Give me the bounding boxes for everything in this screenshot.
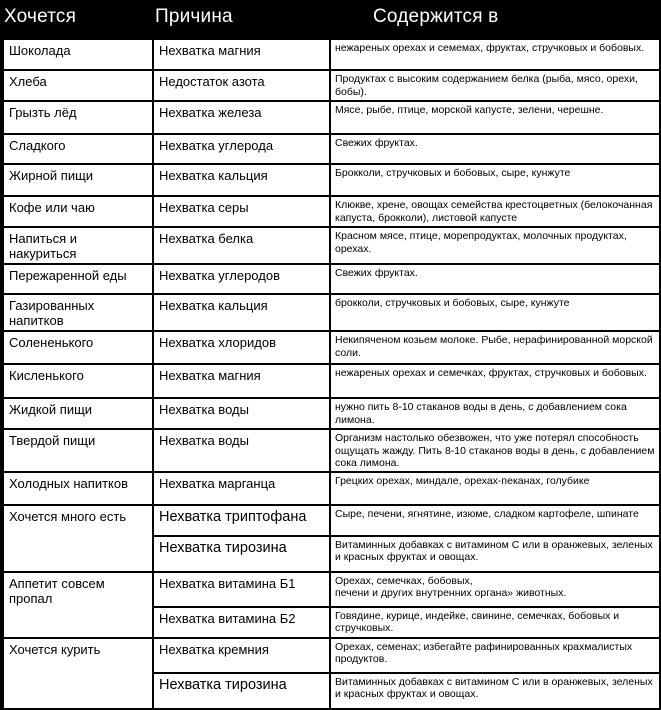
table-row: Холодных напитков Нехватка марганца Грец… xyxy=(2,470,661,506)
table-row: Жирной пищи Нехватка кальция Брокколи, с… xyxy=(2,163,661,197)
craving-cell: Кисленького xyxy=(2,363,154,399)
cravings-table: Шоколада Нехватка магния нежареных ореха… xyxy=(2,38,661,710)
contains-cell: нежареных орехах и семечках, фруктах, ст… xyxy=(329,363,661,399)
contains-cell: Организм настолько обезвожен, что уже по… xyxy=(329,428,661,473)
contains-cell: Говядине, курице, индейке, свинине, семе… xyxy=(329,605,661,639)
table-row: Пережаренной еды Нехватка углеродов Свеж… xyxy=(2,263,661,295)
table-row: Нехватка витамина Б2 Говядине, курице, и… xyxy=(3,605,661,639)
craving-cell: Кофе или чаю xyxy=(2,195,154,228)
craving-cell: Жидкой пищи xyxy=(2,397,154,430)
table-row: Шоколада Нехватка магния нежареных ореха… xyxy=(2,38,661,71)
contains-cell: нужно пить 8-10 стаканов воды в день, с … xyxy=(329,397,661,430)
contains-cell: Мясе, рыбе, птице, морской капусте, зеле… xyxy=(329,100,661,135)
table-row: Солененького Нехватка хлоридов Некипячен… xyxy=(2,330,661,365)
cause-cell: Нехватка магния xyxy=(152,38,331,71)
cause-cell: Нехватка серы xyxy=(152,195,331,228)
cause-cell: Нехватка углеродов xyxy=(152,263,331,295)
cause-cell: Нехватка белка xyxy=(152,226,331,265)
cause-cell: Нехватка углерода xyxy=(152,133,331,165)
contains-cell: Сыре, печени, ягнятине, изюме, сладком к… xyxy=(329,503,661,537)
contains-cell: Витаминных добавках с витамином С или в … xyxy=(329,534,661,573)
craving-cell: Сладкого xyxy=(2,133,154,165)
cause-cell: Нехватка кальция xyxy=(152,163,331,197)
table-row: Кисленького Нехватка магния нежареных ор… xyxy=(2,363,661,399)
contains-cell: Свежих фруктах. xyxy=(329,263,661,295)
craving-cell: Твердой пищи xyxy=(2,428,154,473)
contains-cell: Красном мясе, птице, морепродуктах, моло… xyxy=(329,226,661,265)
contains-cell: Клюкве, хрене, овощах семейства крестоцв… xyxy=(329,195,661,228)
table-row: Хочется много есть Нехватка триптофана С… xyxy=(2,503,661,573)
cause-cell: Нехватка витамина Б2 xyxy=(152,605,331,639)
table-row: Твердой пищи Нехватка воды Организм наст… xyxy=(2,428,661,473)
cause-cell: Нехватка магния xyxy=(152,363,331,399)
contains-cell: Орехах, семечках, бобовых, печени и друг… xyxy=(329,570,661,608)
table-row: Напиться и накуриться Нехватка белка Кра… xyxy=(2,226,661,265)
craving-cell-group: Хочется много есть xyxy=(2,503,154,573)
cause-cell: Нехватка тирозина xyxy=(152,534,331,573)
column-header-contains: Содержится в xyxy=(373,6,499,27)
craving-cell: Хлеба xyxy=(2,69,154,102)
cause-cell: Недостаток азота xyxy=(152,69,331,102)
craving-cell-group: Аппетит совсем пропал xyxy=(2,570,154,639)
column-header-cause: Причина xyxy=(155,6,233,27)
contains-cell: Брокколи, стручковых и бобовых, сыре, ку… xyxy=(329,163,661,197)
cause-cell: Нехватка железа xyxy=(152,100,331,135)
contains-cell: Свежих фруктах. xyxy=(329,133,661,165)
table-row: Грызть лёд Нехватка железа Мясе, рыбе, п… xyxy=(2,100,661,135)
craving-cell-group: Хочется курить xyxy=(2,636,154,710)
table-row: Газированных напитков Нехватка кальция б… xyxy=(2,293,661,332)
table-row: Хлеба Недостаток азота Продуктах с высок… xyxy=(2,69,661,102)
cause-cell: Нехватка тирозина xyxy=(152,671,331,710)
cause-cell: Нехватка кремния xyxy=(152,636,331,674)
cause-cell: Нехватка хлоридов xyxy=(152,330,331,365)
craving-cell: Жирной пищи xyxy=(2,163,154,197)
cause-cell: Нехватка воды xyxy=(152,397,331,430)
table-row: Сладкого Нехватка углерода Свежих фрукта… xyxy=(2,133,661,165)
contains-cell: Грецких орехах, миндале, орехах-пеканах,… xyxy=(329,470,661,506)
contains-cell: Продуктах с высоким содержанием белка (р… xyxy=(329,69,661,102)
craving-cell: Солененького xyxy=(2,330,154,365)
table-header: Хочется Причина Содержится в xyxy=(0,0,661,38)
craving-cell: Напиться и накуриться xyxy=(2,226,154,265)
cause-cell: Нехватка марганца xyxy=(152,470,331,506)
contains-cell: Витаминных добавках с витамином С или в … xyxy=(329,671,661,710)
cause-cell: Нехватка триптофана xyxy=(152,503,331,537)
craving-cell: Газированных напитков xyxy=(2,293,154,332)
table-row: Нехватка тирозина Витаминных добавках с … xyxy=(3,534,661,573)
contains-cell: брокколи, стручковых и бобовых, сыре, ку… xyxy=(329,293,661,332)
contains-cell: нежареных орехах и семемах, фруктах, стр… xyxy=(329,38,661,71)
table-row: Аппетит совсем пропал Нехватка витамина … xyxy=(2,570,661,639)
cause-cell: Нехватка воды xyxy=(152,428,331,473)
table-row: Хочется курить Нехватка кремния Орехах, … xyxy=(2,636,661,710)
craving-cell: Холодных напитков xyxy=(2,470,154,506)
contains-cell: Орехах, семенах; избегайте рафинированны… xyxy=(329,636,661,674)
craving-cell: Грызть лёд xyxy=(2,100,154,135)
craving-cell: Шоколада xyxy=(2,38,154,71)
cause-cell: Нехватка витамина Б1 xyxy=(152,570,331,608)
table-row: Жидкой пищи Нехватка воды нужно пить 8-1… xyxy=(2,397,661,430)
contains-cell: Некипяченом козьем молоке. Рыбе, нерафин… xyxy=(329,330,661,365)
table-row: Кофе или чаю Нехватка серы Клюкве, хрене… xyxy=(2,195,661,228)
craving-cell: Пережаренной еды xyxy=(2,263,154,295)
cause-cell: Нехватка кальция xyxy=(152,293,331,332)
column-header-want: Хочется xyxy=(4,6,77,27)
